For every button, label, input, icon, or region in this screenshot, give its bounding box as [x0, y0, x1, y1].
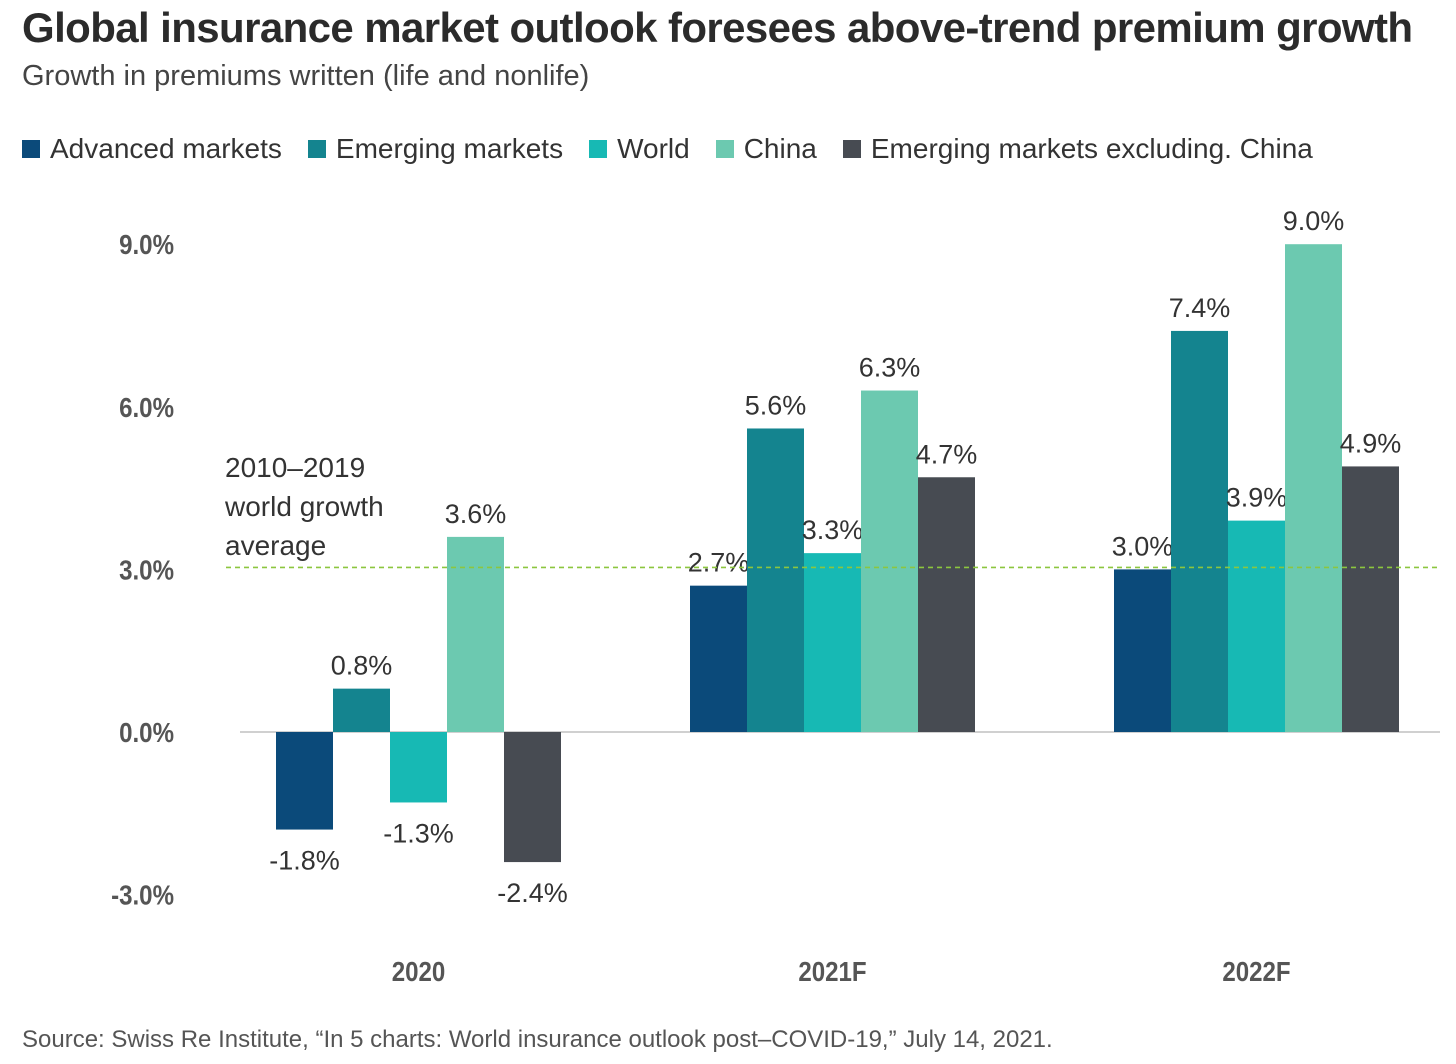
bar [1171, 330, 1228, 732]
reference-line-label: world growth [224, 491, 384, 522]
chart-legend: Advanced markets Emerging markets World Chi… [22, 133, 1339, 165]
source-note: Source: Swiss Re Institute, “In 5 charts… [22, 1026, 1053, 1053]
data-label: 3.9% [1226, 483, 1288, 513]
bar [1228, 520, 1285, 732]
bar [390, 732, 447, 803]
bar [918, 477, 975, 732]
bar [504, 732, 561, 863]
legend-label: World [617, 133, 690, 164]
x-category-label: 2020 [392, 955, 446, 987]
data-label: -2.4% [497, 878, 568, 908]
bar [447, 536, 504, 732]
bar [804, 553, 861, 732]
legend-swatch [715, 140, 734, 158]
data-label: 5.6% [745, 390, 807, 420]
bar [861, 390, 918, 732]
bar-chart: -3.0% 0.0% 3.0% 6.0% 9.0% -1.8% 2.7% 3.0% 0.8% 5.… [111, 206, 1440, 987]
data-label: -1.3% [383, 818, 454, 848]
legend-label: China [743, 133, 817, 164]
data-label: 7.4% [1169, 293, 1231, 323]
reference-line-label: 2010–2019 [225, 452, 365, 483]
data-label: 9.0% [1283, 206, 1345, 236]
legend-item: China [715, 133, 817, 165]
y-tick-label: 0.0% [119, 716, 174, 748]
data-label: 0.8% [331, 651, 393, 681]
bar [747, 428, 804, 732]
bar [333, 688, 390, 732]
bar [1342, 466, 1399, 732]
legend-item: Emerging markets [307, 133, 564, 165]
data-label: 4.7% [916, 439, 978, 469]
reference-line-label: average [225, 530, 326, 561]
chart-subtitle: Growth in premiums written (life and non… [22, 60, 590, 92]
data-label: 3.0% [1112, 531, 1174, 561]
data-label: 4.9% [1340, 428, 1402, 458]
y-tick-label: 9.0% [119, 228, 174, 260]
data-label: 3.3% [802, 515, 864, 545]
bar [276, 732, 333, 830]
legend-label: Advanced markets [50, 133, 282, 164]
data-label: 6.3% [859, 353, 921, 383]
legend-label: Emerging markets [335, 133, 564, 164]
y-tick-label: -3.0% [111, 879, 174, 911]
legend-label: Emerging markets excluding. China [870, 133, 1313, 164]
data-label: 2.7% [688, 548, 750, 578]
bar [1285, 244, 1342, 732]
legend-item: Emerging markets excluding. China [842, 133, 1313, 165]
bar [1114, 569, 1171, 732]
x-category-label: 2021F [798, 955, 866, 987]
data-label: -1.8% [269, 846, 340, 876]
legend-swatch [842, 140, 861, 158]
y-tick-label: 6.0% [119, 391, 174, 423]
legend-swatch [307, 140, 326, 158]
legend-swatch [589, 140, 608, 158]
y-tick-label: 3.0% [119, 554, 174, 586]
bar [690, 585, 747, 732]
legend-swatch [22, 140, 40, 158]
legend-item: Advanced markets [22, 133, 282, 165]
legend-item: World [589, 133, 690, 165]
x-category-label: 2022F [1222, 955, 1290, 987]
chart-title: Global insurance market outlook foresees… [22, 4, 1413, 51]
data-label: 3.6% [445, 499, 507, 529]
